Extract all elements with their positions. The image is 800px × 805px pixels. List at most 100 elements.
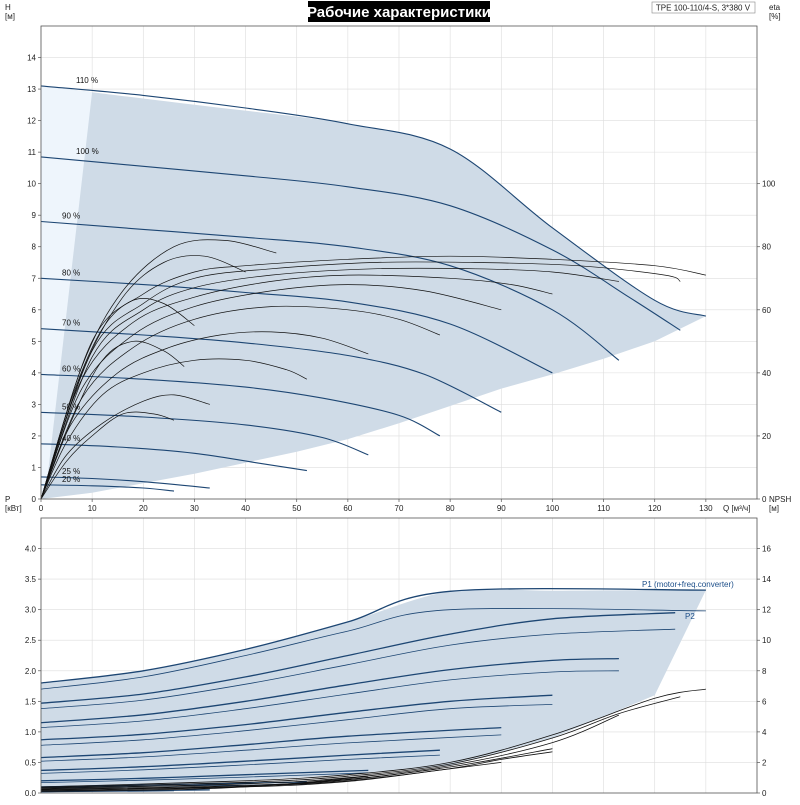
y2-tick-label: 8 [762,667,767,676]
power-curve [40,772,369,783]
head-panel: 110 %100 %90 %80 %70 %60 %50 %40 %25 %20… [5,3,781,513]
head-curve [40,220,620,361]
efficiency-curve [40,255,246,500]
speed-label: 20 % [62,475,80,484]
x-tick-label: 100 [546,504,560,513]
y2-tick-label: 2 [762,758,767,767]
y-tick-label: 1 [32,463,37,472]
y2-tick-label: 80 [762,243,771,252]
y-tick-label: 3 [32,400,37,409]
power-curve [40,608,706,690]
y-tick-label: 2.5 [25,636,37,645]
efficiency-curve [40,331,369,500]
head-curve [40,443,307,472]
x-tick-label: 60 [343,504,352,513]
y2-tick-label: 40 [762,369,771,378]
speed-label: 70 % [62,319,80,328]
y-tick-label: 8 [32,243,37,252]
power-curve [40,754,440,774]
y2-axis-label: eta [769,3,781,12]
x-tick-label: 120 [648,504,662,513]
efficiency-curve [40,394,210,500]
head-curve [40,484,175,492]
speed-label: 80 % [62,268,80,277]
operating-region-edge [41,85,93,500]
y-axis-unit: [кВт] [5,504,22,513]
power-curve [40,588,706,684]
npsh-curve [40,762,502,791]
y2-tick-label: 100 [762,180,776,189]
efficiency-curve [40,411,175,500]
y2-axis-label: NPSH [769,495,791,504]
y2-tick-label: 0 [762,789,767,798]
head-curve [40,85,707,317]
title-box [308,1,490,22]
efficiency-curve [40,239,277,500]
power-curve [40,769,369,782]
y-tick-label: 6 [32,306,37,315]
y-tick-label: 13 [27,85,36,94]
npsh-curve [40,748,553,790]
efficiency-curve [40,358,308,500]
y2-tick-label: 16 [762,545,771,554]
power-curve [40,670,619,728]
speed-label: 60 % [62,364,80,373]
efficiency-curve [40,284,502,500]
plot-frame [40,517,758,794]
y-axis-unit: [м] [5,12,15,21]
x-tick-label: 70 [395,504,404,513]
speed-label: 110 % [76,76,98,85]
head-curve [40,156,681,331]
operating-region [41,85,706,500]
efficiency-curve [40,255,706,500]
power-curve [40,657,619,724]
y-tick-label: 1.5 [25,697,37,706]
y-tick-label: 11 [28,148,37,157]
p1-annotation: P1 (motor+freq.converter) [642,580,734,589]
head-curve [40,277,553,374]
y2-tick-label: 14 [762,575,771,584]
y2-tick-label: 12 [762,606,771,615]
y-tick-label: 10 [27,180,36,189]
y2-axis-unit: [м] [769,504,779,513]
y2-tick-label: 60 [762,306,771,315]
y-tick-label: 5 [32,337,37,346]
model-box [651,1,756,14]
efficiency-curve [40,261,681,500]
y-axis-label: H [5,3,11,12]
power-curve [40,704,553,746]
y-tick-label: 1.0 [25,728,37,737]
speed-label: 50 % [62,402,80,411]
speed-label: 40 % [62,434,80,443]
efficiency-curve [40,340,185,500]
chart-header: Рабочие характеристики TPE 100-110/4-S, … [307,1,756,22]
y2-tick-label: 6 [762,697,767,706]
operating-region [41,588,706,793]
head-curve [40,411,369,456]
y2-tick-label: 0 [762,495,767,504]
y2-tick-label: 20 [762,432,771,441]
speed-label: 90 % [62,212,80,221]
efficiency-curve [40,274,553,500]
y-tick-label: 12 [27,117,36,126]
model-label: TPE 100-110/4-S, 3*380 V [656,4,751,13]
efficiency-curve [40,267,619,500]
power-curve [40,612,676,704]
npsh-curve [40,714,620,789]
y-axis-label: P [5,495,10,504]
y-tick-label: 2.0 [25,667,37,676]
y-tick-label: 9 [32,211,37,220]
npsh-curve [40,696,681,789]
x-tick-label: 50 [292,504,301,513]
y2-axis-unit: [%] [769,12,781,21]
y-tick-label: 7 [32,274,37,283]
head-curve [40,476,210,489]
power-curve [40,694,553,741]
power-curve [40,628,676,710]
x-tick-label: 130 [699,504,713,513]
x-tick-label: 40 [241,504,250,513]
x-tick-label: 110 [597,504,610,513]
speed-label: 100 % [76,147,99,156]
y-tick-label: 4 [32,369,37,378]
